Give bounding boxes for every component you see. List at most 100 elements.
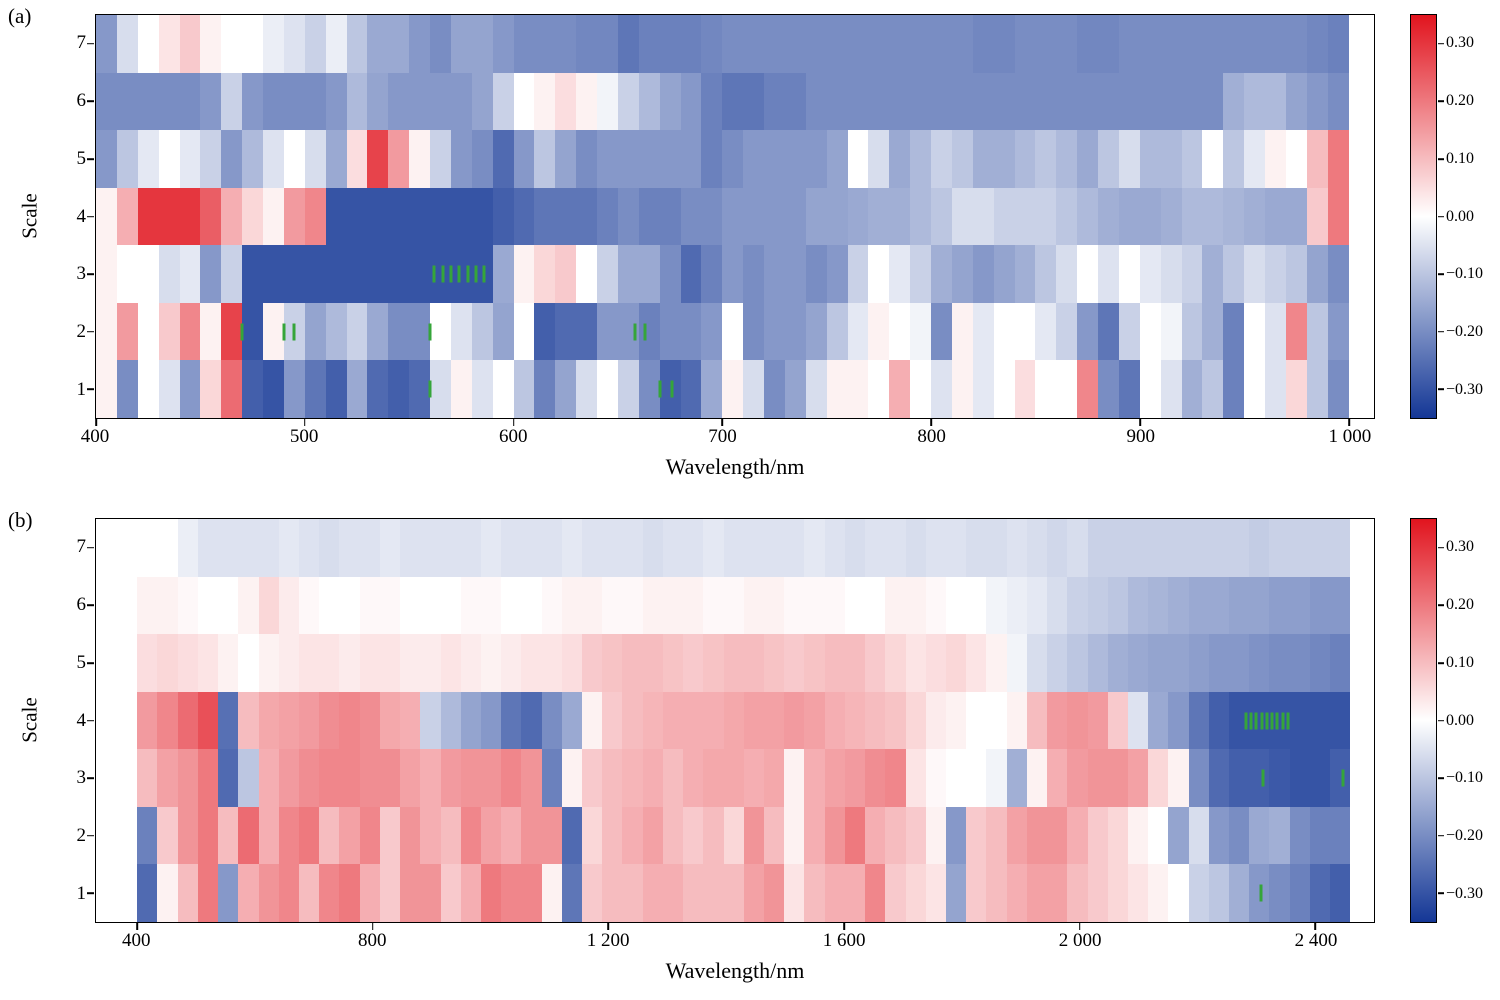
heatmap-cell: [743, 130, 764, 188]
heatmap-cell: [388, 302, 410, 361]
heatmap-cell: [951, 130, 973, 188]
heatmap-cell: [986, 864, 1007, 923]
y-tick-label: 3: [76, 767, 87, 789]
x-tick-mark: [95, 419, 97, 426]
heatmap-cell: [1118, 187, 1140, 246]
heatmap-cell: [723, 864, 744, 923]
heatmap-cell: [420, 749, 441, 807]
heatmap-cell: [638, 72, 660, 131]
heatmap-cell: [521, 691, 542, 750]
heatmap-cell: [200, 72, 222, 131]
heatmap-cell: [1067, 806, 1088, 865]
heatmap-cell: [157, 749, 178, 807]
heatmap-cell: [1269, 576, 1290, 635]
heatmap-cell: [304, 302, 326, 361]
heatmap-cell: [1208, 749, 1230, 807]
heatmap-cell: [701, 187, 723, 246]
heatmap-cell: [179, 245, 201, 303]
heatmap-strip: [96, 15, 1349, 419]
y-tick-label: 5: [76, 651, 87, 673]
y-tick-mark: [87, 330, 94, 333]
heatmap-cell: [319, 864, 340, 923]
heatmap-cell: [764, 749, 785, 807]
heatmap-cell: [743, 245, 764, 303]
heatmap-cell: [1107, 576, 1128, 635]
heatmap-cell: [278, 576, 299, 635]
y-tick-label: 4: [76, 205, 87, 227]
heatmap-cell: [925, 634, 946, 692]
heatmap-cell: [298, 749, 320, 807]
heatmap-cell: [1067, 749, 1088, 807]
y-tick-mark: [87, 546, 94, 549]
y-tick-label: 4: [76, 709, 87, 731]
heatmap-cell: [501, 576, 522, 635]
heatmap-cell: [1223, 245, 1245, 303]
heatmap-cell: [847, 130, 869, 188]
heatmap-cell: [157, 864, 178, 923]
heatmap-cell: [1306, 187, 1328, 246]
heatmap-cell: [1056, 72, 1078, 131]
heatmap-cell: [986, 806, 1007, 865]
heatmap-cell: [805, 302, 827, 361]
heatmap-cell: [804, 634, 825, 692]
heatmap-cell: [659, 15, 681, 73]
heatmap-cell: [359, 806, 380, 865]
heatmap-cell: [931, 72, 952, 131]
heatmap-cell: [1026, 806, 1048, 865]
heatmap-cell: [1249, 806, 1270, 865]
y-tick-label: 1: [76, 379, 87, 401]
heatmap-cell: [885, 576, 906, 635]
heatmap-cell: [1127, 634, 1149, 692]
y-tick-label: 7: [76, 535, 87, 557]
heatmap-cell: [1148, 864, 1169, 923]
heatmap-cell: [722, 72, 744, 131]
heatmap-cell: [1202, 130, 1224, 188]
heatmap-cell: [1202, 360, 1224, 419]
heatmap-cell: [471, 187, 493, 246]
heatmap-cell: [221, 302, 243, 361]
heatmap-cell: [278, 864, 299, 923]
colorbar: 0.30 0.20 0.10 0.00 −0.10 −0.20 −0.30: [1410, 518, 1483, 923]
heatmap-cell: [1107, 634, 1128, 692]
heatmap-cell: [430, 72, 451, 131]
heatmap-cell: [283, 187, 305, 246]
heatmap-cell: [910, 245, 931, 303]
heatmap-cell: [617, 245, 639, 303]
heatmap-cell: [1168, 634, 1189, 692]
heatmap-cell: [638, 15, 660, 73]
y-tick-mark: [87, 100, 94, 103]
panel-b: (b) Scale 7 6 5 4 3 2 1 400 800 1 200 1 600 2 000 2…: [0, 508, 1500, 1000]
heatmap-cell: [764, 519, 785, 577]
x-axis-label: Wavelength/nm: [665, 958, 805, 983]
heatmap-cell: [905, 519, 926, 577]
heatmap-cell: [703, 576, 724, 635]
heatmap-cell: [501, 864, 522, 923]
heatmap-cell: [1306, 72, 1328, 131]
heatmap-cell: [703, 806, 724, 865]
heatmap-cell: [137, 360, 159, 419]
y-tick-mark: [87, 388, 94, 390]
heatmap-cell: [642, 519, 663, 577]
colorbar-tick-mark: [1438, 215, 1444, 218]
heatmap-cell: [1047, 749, 1068, 807]
heatmap-cell: [764, 130, 785, 188]
heatmap-cell: [1223, 360, 1245, 419]
heatmap-cell: [1289, 519, 1310, 577]
heatmap-cell: [521, 519, 542, 577]
heatmap-cell: [177, 576, 198, 635]
x-tick-label: 400: [122, 930, 151, 951]
heatmap-cell: [945, 634, 967, 692]
heatmap-cell: [158, 245, 180, 303]
heatmap-cell: [450, 302, 472, 361]
heatmap-cell: [1265, 360, 1286, 419]
heatmap-cell: [409, 245, 430, 303]
heatmap-cell: [521, 864, 542, 923]
heatmap-cell: [1269, 806, 1290, 865]
heatmap-cell: [642, 576, 663, 635]
heatmap-cell: [1006, 576, 1027, 635]
heatmap-cell: [1118, 72, 1140, 131]
heatmap-cell: [157, 576, 178, 635]
y-axis-label: Scale: [17, 697, 42, 743]
heatmap-cell: [359, 576, 380, 635]
heatmap-cell: [460, 576, 481, 635]
